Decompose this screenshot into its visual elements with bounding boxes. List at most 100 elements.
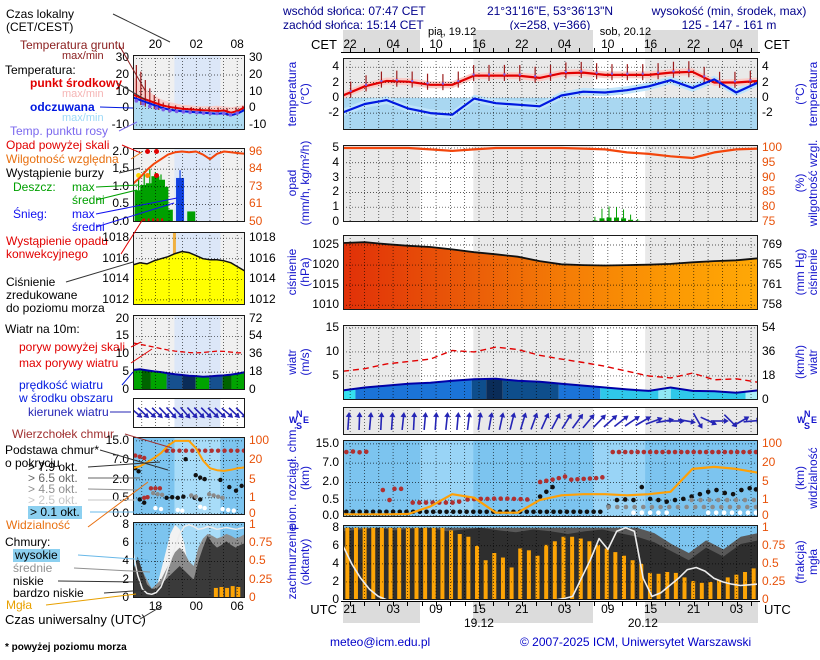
mini-temperature-ytick-left: 20: [115, 67, 129, 81]
utc-axis-tick: [421, 602, 423, 606]
legend-konwekcyjnego: konwekcyjnego: [6, 247, 89, 261]
legend-kierunek-wiatru: kierunek wiatru: [28, 405, 109, 419]
mini-precip-humidity-ytick-left: 0.5: [112, 196, 129, 211]
mini-pressure-ytick-right: 1018: [249, 230, 276, 245]
legend-o-pokryciu: o pokryciu: [5, 456, 60, 470]
main-cloudiness-fog-ytick-left: 8: [332, 519, 339, 534]
mini-precip-humidity-ytick-right: 50: [249, 214, 263, 228]
mini-pressure-ytick-right: 1012: [249, 291, 276, 306]
main-pressure-ytick-right: 758: [762, 297, 783, 312]
utc-axis-tick: [350, 602, 352, 606]
cet-axis-tick: [478, 48, 480, 52]
utc-axis-tick-label: 03: [557, 602, 572, 616]
mini-pressure-ytick-left: 1016: [102, 250, 129, 265]
cet-axis-tick-label: 22: [515, 37, 529, 51]
main-clouds-visibility-ytick-left: 7.0: [322, 455, 339, 470]
panel-main-precip-humidity: [343, 145, 758, 222]
legend-podstawa-chmur-: Podstawa chmur*: [5, 443, 100, 457]
legend-zredukowane: zredukowane: [6, 288, 78, 302]
sunset-label: zachód słońca: 15:14 CET: [283, 18, 424, 32]
legend-wierzcho-ek-chmur: Wierzchołek chmur: [12, 427, 115, 441]
main-pressure-ytick-left: 1015: [312, 277, 339, 292]
cet-axis-tick: [364, 48, 366, 52]
main-clouds-visibility-ytick-left: 2.0: [322, 474, 339, 489]
utc-axis-tick-label: 09: [429, 602, 443, 616]
mini-clouds-visibility-ytick-right: 20: [249, 452, 263, 467]
mini-top-hour-label: 02: [189, 37, 203, 51]
cet-axis-tick: [436, 48, 438, 52]
cet-axis-tick-label: 22: [686, 37, 701, 51]
cet-axis-tick-label: 04: [557, 37, 572, 51]
mini-cloudiness-fog-ytick-right: 0.5: [249, 553, 266, 568]
cet-axis-tick: [722, 48, 724, 52]
mini-cloudiness-fog-ytick-right: 0: [249, 590, 256, 604]
sunrise-label: wschód słońca: 07:47 CET: [283, 4, 426, 18]
contact-email-link[interactable]: meteo@icm.edu.pl: [330, 635, 431, 649]
utc-axis-tick: [507, 602, 509, 606]
legend--nieg-: Śnieg:: [13, 207, 48, 221]
mini-precip-humidity-ytick-left: 0.0: [112, 214, 129, 228]
main-temperature-ytick-left: -2: [328, 105, 339, 120]
panel-main-wind-direction: [343, 407, 758, 435]
legend-deszcz-: Deszcz:: [13, 180, 56, 194]
cet-axis-tick: [607, 48, 609, 52]
altitude-label: wysokość (min, środek, max): [651, 4, 807, 18]
legend-czas-lokalny: Czas lokalny: [6, 7, 75, 21]
utc-axis-tick-label: 03: [386, 602, 400, 616]
utc-axis-tick: [407, 602, 409, 606]
mini-precip-humidity-ytick-right: 61: [249, 196, 263, 211]
main-wind-ytick-left: 10: [325, 343, 339, 358]
utc-axis-tick: [450, 602, 452, 606]
legend--6-5-okt-: > 6.5 okt.: [28, 471, 78, 485]
mini-wind-ytick-left: 20: [115, 310, 129, 325]
utc-axis-tick: [622, 602, 624, 606]
panel-mini-temperature: [133, 55, 245, 130]
cet-axis-tick: [536, 48, 538, 52]
main-temperature-ytick-right: 4: [762, 59, 769, 74]
legend-wyst-pienie-opadu: Wystąpienie opadu: [6, 234, 108, 248]
utc-axis-tick: [708, 602, 710, 606]
mini-precip-humidity-ytick-right: 96: [249, 143, 263, 158]
utc-axis-tick: [364, 602, 366, 606]
legend--2-5-okt-: > 2.5 okt.: [28, 493, 78, 507]
coordinates-label: 21°31'16"E, 53°36'13"N: [486, 4, 614, 18]
main-clouds-visibility-ytick-right: 20: [762, 455, 776, 470]
mini-pressure-ytick-right: 1016: [249, 250, 276, 265]
main-clouds-visibility-ytick-right: 0: [762, 507, 769, 522]
mini-wind-ytick-right: 36: [249, 346, 263, 361]
main-precip-humidity-ytick-left: 4: [332, 154, 339, 169]
mini-cloudiness-fog-ytick-left: 6: [122, 535, 129, 550]
date-label-fri: pią, 19.12: [427, 26, 477, 38]
main-wind-ytick-left: 15: [325, 319, 339, 334]
utc-axis-side-label-right: UTC: [764, 602, 791, 617]
legend-wyst-pienie-burzy: Wystąpienie burzy: [6, 166, 104, 180]
cet-axis-night-band: [645, 30, 758, 52]
cet-axis-tick: [493, 48, 495, 52]
mini-pressure-ytick-left: 1012: [102, 291, 129, 306]
utc-axis-tick: [536, 602, 538, 606]
main-wind-ytick-right: 0: [762, 392, 769, 406]
panel-main-temperature: [343, 58, 758, 130]
cet-axis-tick-label: 10: [601, 37, 615, 51]
legend--powy-ej-poziomu-morza: * powyżej poziomu morza: [5, 642, 127, 653]
cet-axis-ruler: [341, 52, 760, 53]
main-wind-ytick-right: 18: [762, 367, 776, 382]
main-precip-humidity-ytick-left: 5: [332, 139, 339, 154]
mini-temperature-ytick-right: -10: [249, 117, 267, 131]
mini-wind-ytick-right: 54: [249, 328, 263, 343]
mini-wind-ytick-left: 10: [115, 346, 129, 361]
utc-axis-tick: [521, 602, 523, 606]
mini-cloudiness-fog-ytick-left: 0: [122, 590, 129, 604]
utc-axis-tick: [607, 602, 609, 606]
main-precip-humidity-ytick-right: 90: [762, 169, 776, 184]
utc-axis-tick-label: 21: [686, 602, 701, 616]
mini-cloudiness-fog-ytick-right: 1: [249, 516, 256, 531]
panel-main-pressure: [343, 235, 758, 310]
utc-axis-tick: [436, 602, 438, 606]
utc-axis-tick: [722, 602, 724, 606]
legend--rednie: średnie: [13, 561, 53, 575]
main-precip-humidity-ytick-right: 85: [762, 184, 776, 199]
panel-main-wind: [343, 325, 758, 400]
mini-clouds-visibility-ytick-right: 0: [249, 505, 256, 520]
cet-axis-tick: [521, 48, 523, 52]
